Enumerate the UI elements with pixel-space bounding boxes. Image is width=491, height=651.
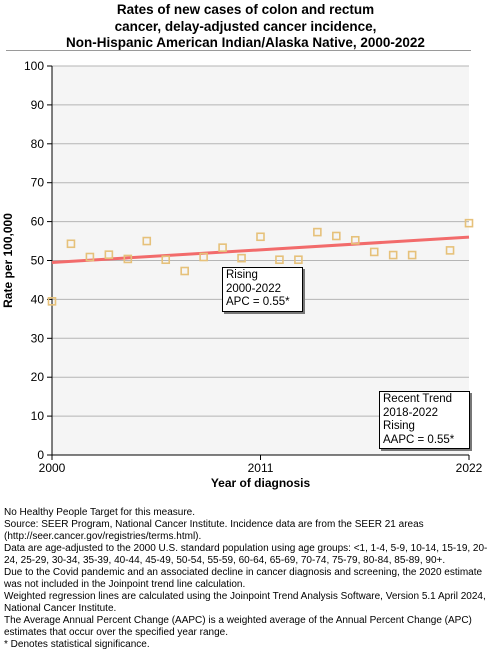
- y-axis-label: Rate per 100,000: [1, 213, 15, 308]
- title-line-3: Non-Hispanic American Indian/Alaska Nati…: [66, 35, 425, 50]
- footnote: The Average Annual Percent Change (AAPC)…: [4, 615, 472, 638]
- data-point: [388, 250, 398, 260]
- data-point: [47, 297, 57, 306]
- rate-chart: 0 10 20 30 40 50 60 70 80 90 100 2000 2011 2022 Rate…: [1, 59, 483, 490]
- x-axis-label: Year of diagnosis: [211, 476, 311, 490]
- footnote: Source: SEER Program, National Cancer In…: [4, 519, 424, 542]
- y-tick-label: 0: [37, 448, 44, 462]
- x-axis-ticks: 2000 2011 2022: [39, 455, 483, 475]
- x-tick-label: 2000: [39, 461, 66, 475]
- data-point: [142, 236, 152, 246]
- data-point: [407, 250, 417, 260]
- data-point: [332, 231, 341, 241]
- trend-annotation: Rising 2000-2022 APC = 0.55*: [222, 267, 303, 312]
- y-tick-label: 90: [31, 98, 45, 112]
- data-point: [218, 243, 227, 252]
- y-tick-label: 70: [31, 176, 45, 190]
- annotation-line: Rising: [226, 269, 258, 281]
- data-point: [104, 250, 114, 259]
- chart-title: Rates of new cases of colon and rectum c…: [0, 2, 491, 52]
- footnote: No Healthy People Target for this measur…: [4, 507, 196, 518]
- data-point: [123, 254, 133, 264]
- y-tick-label: 50: [31, 254, 45, 268]
- data-point: [350, 235, 360, 245]
- data-point: [85, 252, 95, 262]
- data-point: [161, 255, 171, 265]
- title-line-1: Rates of new cases of colon and rectum: [116, 2, 375, 17]
- y-tick-label: 80: [31, 137, 45, 151]
- footnote: * Denotes statistical significance.: [4, 639, 150, 650]
- trend-line: [51, 235, 470, 264]
- y-tick-label: 10: [31, 409, 45, 423]
- data-point: [256, 232, 265, 242]
- annotation-line: Rising: [383, 420, 415, 432]
- y-tick-label: 60: [31, 215, 45, 229]
- annotation-line: APC = 0.55*: [226, 296, 290, 308]
- annotation-line: AAPC = 0.55*: [383, 433, 455, 446]
- x-tick-label: 2022: [456, 461, 483, 475]
- data-point: [237, 253, 246, 263]
- data-point: [180, 266, 189, 276]
- data-point: [275, 255, 284, 265]
- annotation-line: 2018-2022: [383, 406, 438, 419]
- footnotes: No Healthy People Target for this measur…: [4, 507, 488, 651]
- annotation-line: 2000-2022: [226, 282, 281, 295]
- y-tick-label: 100: [24, 59, 44, 73]
- data-point: [66, 239, 76, 249]
- y-axis-ticks: 0 10 20 30 40 50 60 70 80 90 100: [24, 59, 52, 462]
- y-tick-label: 20: [31, 370, 45, 384]
- data-point: [445, 246, 455, 255]
- data-point: [369, 247, 379, 257]
- footnote: Due to the Covid pandemic and an associa…: [4, 567, 483, 590]
- data-points: [47, 218, 474, 306]
- title-line-2: cancer, delay-adjusted cancer incidence,: [114, 18, 377, 34]
- footnote: Data are age-adjusted to the 2000 U.S. s…: [4, 543, 488, 566]
- y-tick-label: 40: [31, 292, 45, 306]
- title-divider: [6, 50, 471, 51]
- data-point: [199, 252, 208, 262]
- data-point: [294, 255, 303, 265]
- data-point: [313, 227, 322, 237]
- y-tick-label: 30: [31, 331, 45, 345]
- footnote: Weighted regression lines are calculated…: [4, 591, 486, 614]
- x-tick-label: 2011: [248, 461, 274, 475]
- annotation-line: Recent Trend: [383, 393, 453, 405]
- recent-trend-annotation: Recent Trend 2018-2022 Rising AAPC = 0.5…: [379, 391, 470, 449]
- data-point: [464, 218, 474, 228]
